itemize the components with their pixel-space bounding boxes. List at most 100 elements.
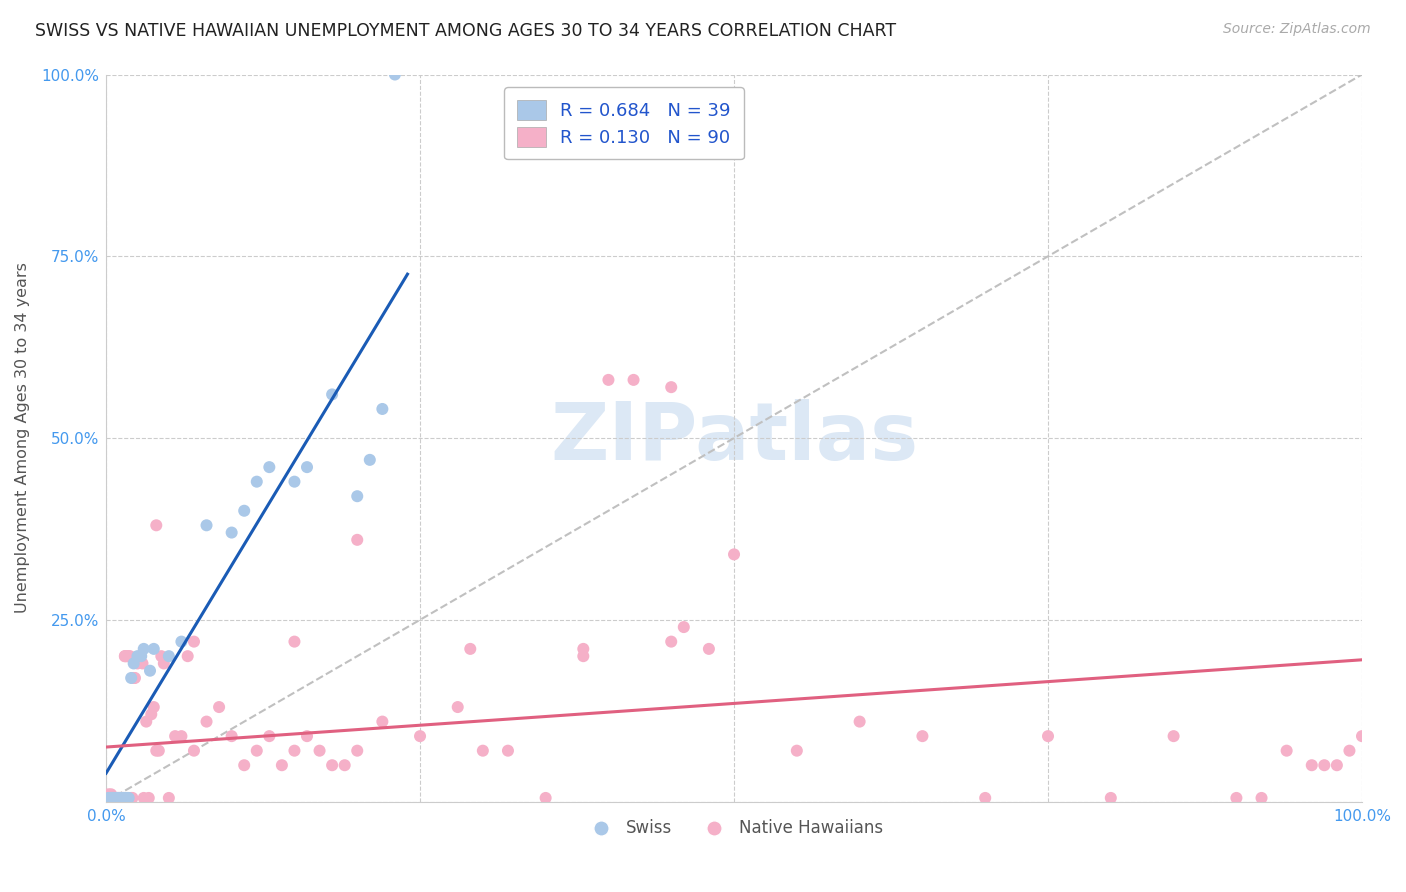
Point xyxy=(259,460,281,475)
Point xyxy=(208,700,231,714)
Point xyxy=(346,489,368,503)
Point xyxy=(371,401,394,416)
Point xyxy=(142,641,165,656)
Point xyxy=(170,729,193,743)
Point xyxy=(101,791,124,805)
Point xyxy=(127,657,149,671)
Point xyxy=(107,791,129,805)
Point xyxy=(98,791,121,805)
Point xyxy=(117,649,139,664)
Point xyxy=(104,791,127,805)
Point xyxy=(101,791,124,805)
Point xyxy=(496,744,519,758)
Point xyxy=(122,657,145,671)
Point xyxy=(371,714,394,729)
Point xyxy=(1339,744,1361,758)
Point xyxy=(110,791,132,805)
Point xyxy=(111,791,134,805)
Point xyxy=(672,620,695,634)
Point xyxy=(246,475,269,489)
Point xyxy=(283,634,305,648)
Point xyxy=(129,649,152,664)
Point xyxy=(458,641,481,656)
Point xyxy=(103,791,125,805)
Point xyxy=(108,791,131,805)
Point xyxy=(118,649,141,664)
Point xyxy=(111,791,134,805)
Point xyxy=(118,649,141,664)
Point xyxy=(1313,758,1336,772)
Point xyxy=(409,729,432,743)
Point xyxy=(105,791,128,805)
Point xyxy=(195,714,218,729)
Point xyxy=(138,791,160,805)
Point xyxy=(333,758,356,772)
Point xyxy=(359,453,381,467)
Point xyxy=(97,787,120,801)
Point xyxy=(246,744,269,758)
Point xyxy=(170,634,193,648)
Point xyxy=(659,634,682,648)
Point xyxy=(135,714,157,729)
Point xyxy=(129,649,152,664)
Point xyxy=(1225,791,1247,805)
Point xyxy=(153,657,176,671)
Point xyxy=(283,744,305,758)
Point xyxy=(114,649,136,664)
Point xyxy=(1275,744,1298,758)
Point xyxy=(471,744,494,758)
Point xyxy=(150,649,173,664)
Point xyxy=(139,664,162,678)
Point xyxy=(270,758,292,772)
Point xyxy=(112,791,135,805)
Point xyxy=(384,68,406,82)
Point xyxy=(1036,729,1059,743)
Point xyxy=(911,729,934,743)
Point xyxy=(103,791,125,805)
Point xyxy=(723,547,745,561)
Point xyxy=(1326,758,1348,772)
Point xyxy=(108,791,131,805)
Point xyxy=(974,791,997,805)
Point xyxy=(100,787,122,801)
Point xyxy=(110,791,132,805)
Point xyxy=(115,649,138,664)
Point xyxy=(786,744,808,758)
Point xyxy=(114,649,136,664)
Point xyxy=(295,460,318,475)
Point xyxy=(1301,758,1323,772)
Point xyxy=(233,504,256,518)
Point xyxy=(104,791,127,805)
Point xyxy=(121,791,143,805)
Point xyxy=(124,671,146,685)
Point xyxy=(1099,791,1122,805)
Point xyxy=(122,671,145,685)
Point xyxy=(534,791,557,805)
Point xyxy=(101,791,124,805)
Y-axis label: Unemployment Among Ages 30 to 34 years: Unemployment Among Ages 30 to 34 years xyxy=(15,262,30,614)
Point xyxy=(145,518,167,533)
Point xyxy=(572,641,595,656)
Point xyxy=(321,758,343,772)
Point xyxy=(120,791,142,805)
Point xyxy=(105,791,128,805)
Point xyxy=(142,700,165,714)
Point xyxy=(346,533,368,547)
Point xyxy=(1163,729,1185,743)
Point xyxy=(100,791,122,805)
Point xyxy=(659,380,682,394)
Point xyxy=(848,714,870,729)
Point xyxy=(1351,729,1374,743)
Point xyxy=(697,641,720,656)
Point xyxy=(195,518,218,533)
Point xyxy=(221,525,243,540)
Point xyxy=(112,791,135,805)
Point xyxy=(114,791,136,805)
Point xyxy=(157,791,180,805)
Point xyxy=(183,634,205,648)
Point xyxy=(96,791,118,805)
Point xyxy=(132,791,155,805)
Text: Source: ZipAtlas.com: Source: ZipAtlas.com xyxy=(1223,22,1371,37)
Text: SWISS VS NATIVE HAWAIIAN UNEMPLOYMENT AMONG AGES 30 TO 34 YEARS CORRELATION CHAR: SWISS VS NATIVE HAWAIIAN UNEMPLOYMENT AM… xyxy=(35,22,896,40)
Point xyxy=(105,791,128,805)
